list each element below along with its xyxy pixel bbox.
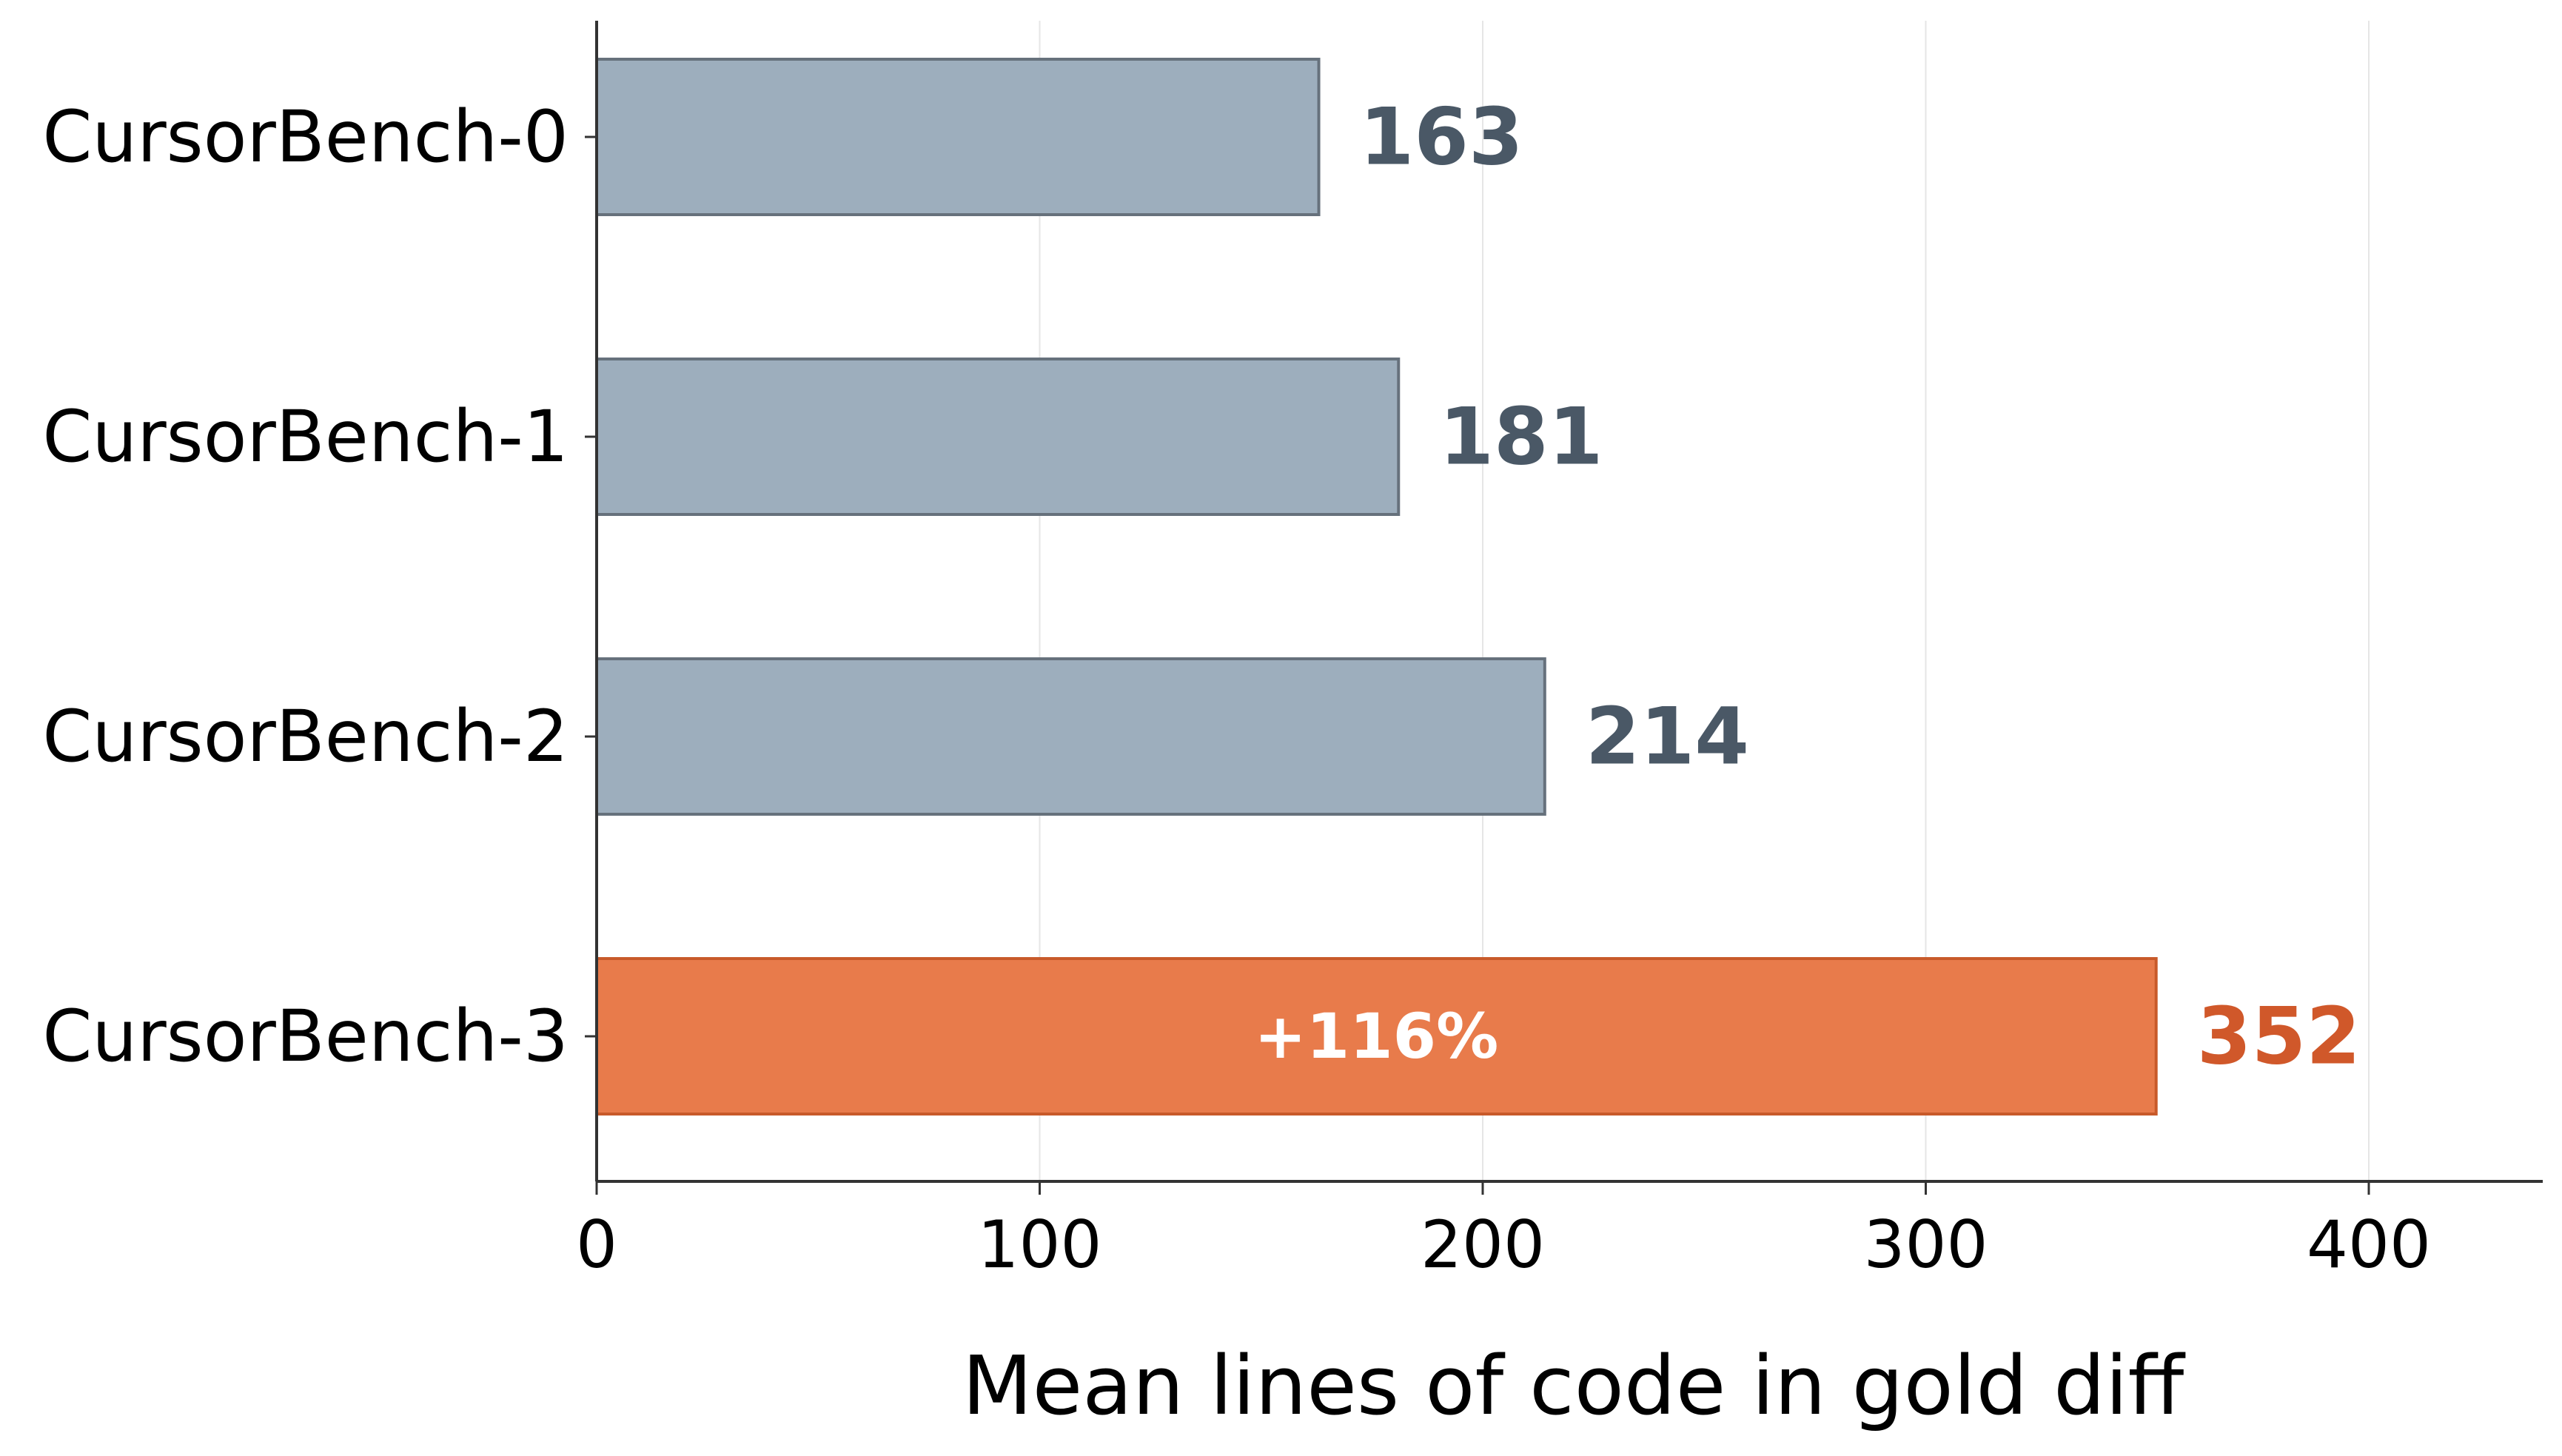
bar-cursorbench-0 — [595, 58, 1321, 216]
x-axis-label: Mean lines of code in gold diff — [962, 1338, 2186, 1433]
value-label: 181 — [1439, 392, 1603, 483]
bar-cursorbench-2 — [595, 657, 1546, 816]
y-tick-label: CursorBench-2 — [42, 695, 569, 778]
x-tick-label: 300 — [1864, 1207, 1988, 1283]
bars — [595, 58, 2158, 1116]
x-tick-label: 100 — [978, 1207, 1102, 1283]
value-label: 352 — [2197, 991, 2361, 1082]
y-tick-label: CursorBench-3 — [42, 995, 569, 1078]
bar-cursorbench-3 — [595, 957, 2158, 1116]
y-tick-label: CursorBench-0 — [42, 95, 569, 178]
y-tick-label: CursorBench-1 — [42, 395, 569, 478]
bar-cursorbench-1 — [595, 358, 1401, 516]
bar-annotation: +116% — [1254, 1000, 1498, 1073]
x-tick-label: 400 — [2307, 1207, 2431, 1283]
labels: CursorBench-0 163 CursorBench-1 181 CursorBe… — [42, 92, 2431, 1284]
value-label: 214 — [1586, 691, 1749, 782]
x-tick-label: 200 — [1421, 1207, 1545, 1283]
axes — [585, 21, 2543, 1195]
x-tick-label: 0 — [576, 1207, 617, 1283]
value-label: 163 — [1360, 92, 1523, 183]
